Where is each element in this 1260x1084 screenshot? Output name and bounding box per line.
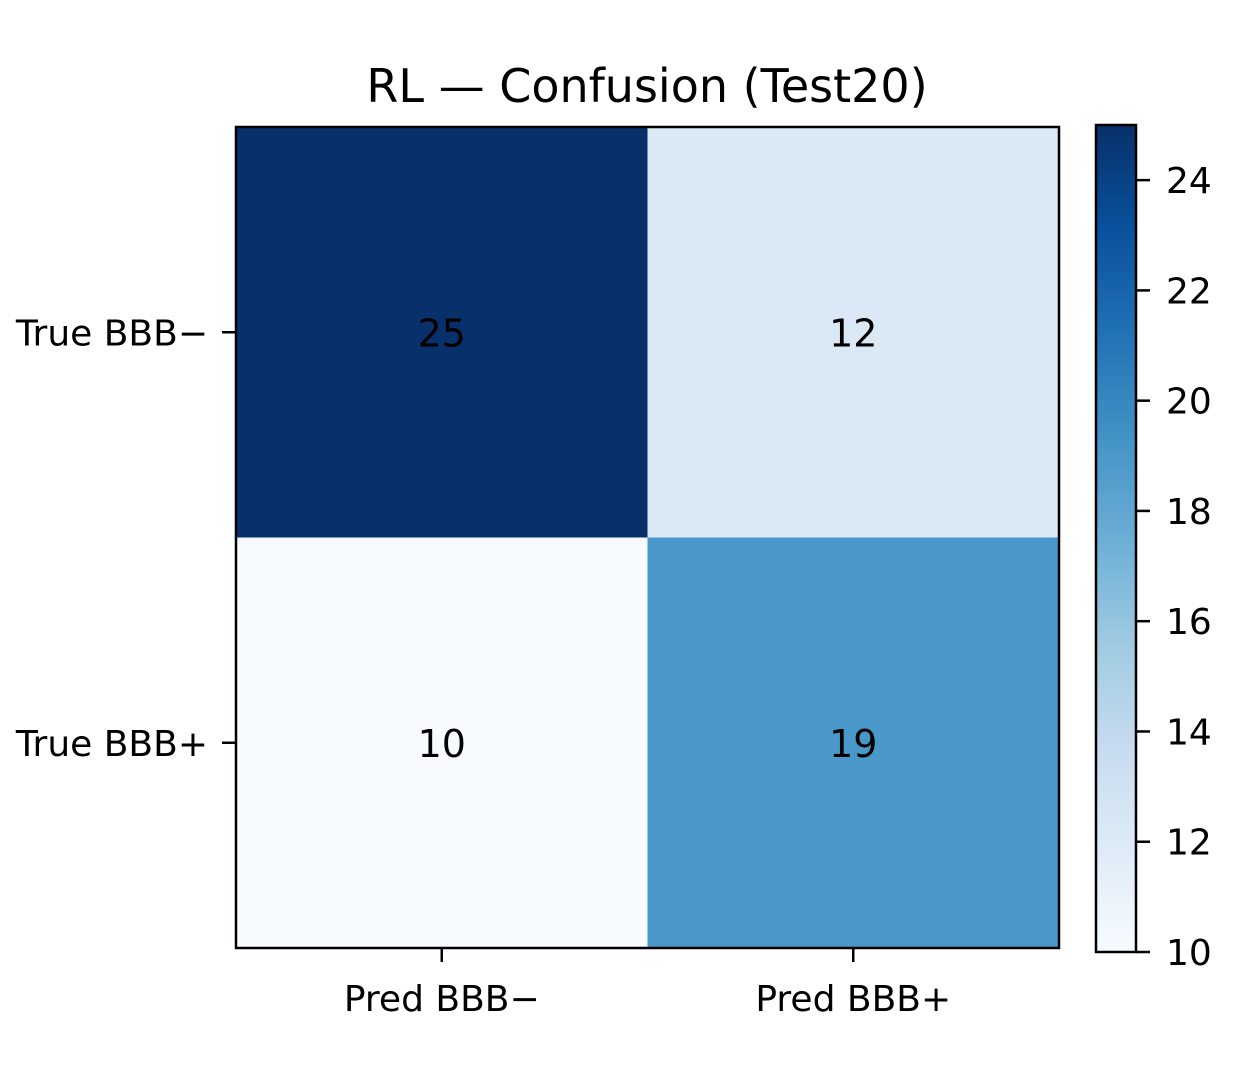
heatmap-cells (236, 127, 1059, 948)
y-tick-label: True BBB+ (15, 724, 208, 765)
x-tick-label: Pred BBB+ (755, 979, 951, 1020)
heatmap-cell (647, 537, 1059, 948)
colorbar-tick-label: 16 (1166, 602, 1212, 643)
colorbar-tick-label: 18 (1166, 492, 1212, 533)
colorbar-gradient (1094, 123, 1138, 954)
colorbar-tick-label: 24 (1166, 161, 1212, 202)
heatmap-cell (647, 127, 1059, 538)
colorbar-tick-label: 22 (1166, 271, 1212, 312)
colorbar-tick-label: 14 (1166, 712, 1212, 753)
x-tick-label: Pred BBB− (344, 979, 540, 1020)
y-tick-label: True BBB− (15, 313, 208, 354)
plot-frame (234, 125, 1061, 950)
chart-title: RL — Confusion (Test20) (366, 59, 927, 113)
colorbar-tick-label: 12 (1166, 823, 1212, 864)
heatmap-cell (236, 537, 648, 948)
y-axis: True BBB− True BBB+ (15, 313, 236, 765)
colorbar-ticks: 10 12 14 16 18 20 22 24 (1136, 161, 1212, 974)
colorbar-tick-label: 10 (1166, 933, 1212, 974)
colorbar-tick-label: 20 (1166, 382, 1212, 423)
x-axis: Pred BBB− Pred BBB+ (344, 948, 951, 1020)
cell-value-labels: 25 12 10 19 (418, 311, 878, 766)
cell-value-label: 25 (418, 311, 466, 355)
heatmap-cell (236, 127, 648, 538)
cell-value-label: 10 (418, 722, 466, 766)
cell-value-label: 12 (829, 311, 877, 355)
cell-value-label: 19 (829, 722, 877, 766)
colorbar: 10 12 14 16 18 20 22 24 (1094, 123, 1212, 974)
